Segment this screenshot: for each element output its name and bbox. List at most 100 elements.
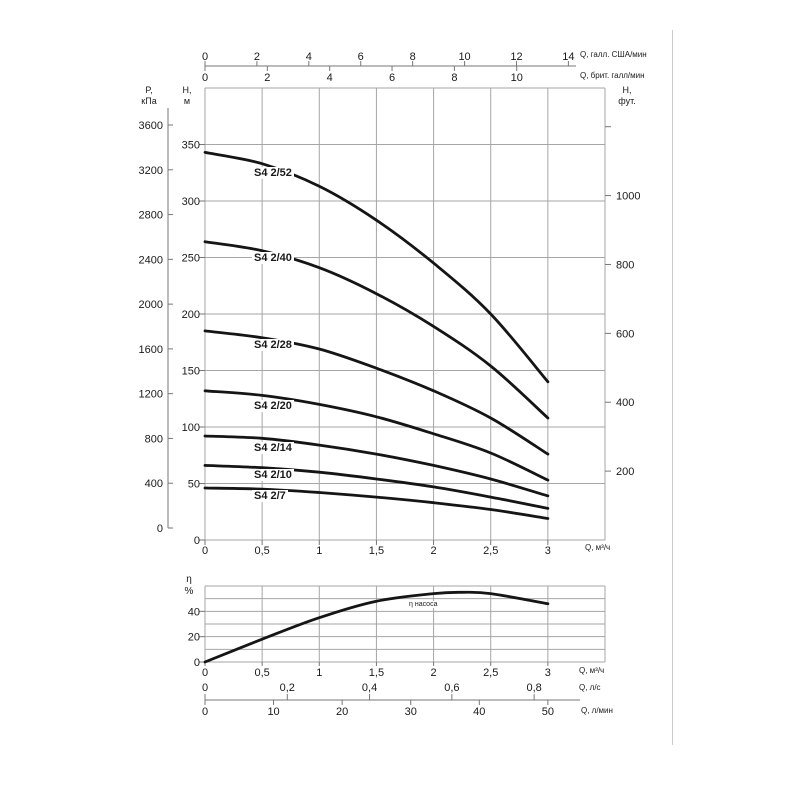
kpa-axis-header: P, кПа: [132, 85, 166, 107]
eta-axis-header-line1: η: [186, 574, 192, 585]
main-x-tick-label: 0: [202, 545, 208, 557]
kpa-tick-label: 2400: [139, 254, 163, 266]
meter-tick-label: 0: [194, 535, 200, 547]
ls-tick-label: 0,6: [444, 682, 459, 694]
us-gpm-tick-label: 6: [358, 51, 364, 63]
imp-gpm-tick-label: 2: [264, 72, 270, 84]
kpa-tick-label: 2800: [139, 210, 163, 222]
feet-axis-header-line2: фут.: [618, 95, 636, 106]
meter-tick-label: 200: [182, 309, 200, 321]
us-gpm-tick-label: 2: [254, 51, 260, 63]
imp-gpm-tick-label: 0: [202, 72, 208, 84]
meter-tick-label: 100: [182, 422, 200, 434]
kpa-tick-label: 800: [145, 433, 163, 445]
meter-axis-header: H, м: [174, 85, 200, 107]
meter-tick-label: 350: [182, 140, 200, 152]
curve-label-s4-2-20: S4 2/20: [252, 400, 294, 412]
ls-axis-unit: Q, л/с: [579, 683, 601, 692]
us-gpm-tick-label: 8: [410, 51, 416, 63]
eff-x-tick-label: 1: [316, 667, 322, 679]
eta-tick-label: 0: [194, 657, 200, 669]
meter-tick-label: 50: [188, 479, 200, 491]
lmin-axis-unit: Q, л/мин: [581, 706, 613, 715]
us-gpm-tick-label: 12: [510, 51, 522, 63]
lmin-tick-label: 40: [473, 706, 485, 718]
page-column-divider: [672, 30, 673, 745]
curve-label-s4-2-28: S4 2/28: [252, 339, 294, 351]
main-x-tick-label: 2,5: [483, 545, 498, 557]
curve-label-s4-2-10: S4 2/10: [252, 469, 294, 481]
imp-gpm-axis-unit: Q, брит. галл/мин: [580, 71, 645, 80]
us-gpm-tick-label: 0: [202, 51, 208, 63]
efficiency-curve: [203, 590, 550, 664]
meter-axis-header-line1: H,: [182, 85, 192, 95]
us-gpm-tick-label: 10: [458, 51, 470, 63]
ls-tick-label: 0,2: [280, 682, 295, 694]
feet-tick-label: 600: [616, 328, 634, 340]
lmin-tick-label: 20: [336, 706, 348, 718]
us-gpm-axis-unit: Q, галл. США/мин: [580, 50, 647, 59]
imp-gpm-tick-label: 4: [327, 72, 333, 84]
feet-tick-label: 1000: [616, 191, 640, 203]
curve-label-s4-2-14: S4 2/14: [252, 442, 294, 454]
feet-axis-header-line1: H,: [622, 85, 632, 95]
head-curve-S4-2-7: [203, 486, 550, 520]
kpa-tick-label: 3200: [139, 165, 163, 177]
eff-x-tick-label: 3: [545, 667, 551, 679]
head-curve-S4-2-10: [203, 464, 550, 510]
eff-x-tick-label: 2: [431, 667, 437, 679]
main-x-tick-label: 0,5: [254, 545, 269, 557]
eta-axis-header-line2: %: [184, 585, 194, 597]
imp-gpm-tick-label: 6: [389, 72, 395, 84]
head-curve-S4-2-40: [203, 240, 550, 420]
kpa-tick-label: 1200: [139, 389, 163, 401]
eff-x-tick-label: 1,5: [369, 667, 384, 679]
head-curve-S4-2-14: [203, 434, 550, 498]
lmin-tick-label: 0: [202, 706, 208, 718]
imp-gpm-tick-label: 10: [511, 72, 523, 84]
kpa-tick-label: 0: [157, 523, 163, 535]
meter-tick-label: 250: [182, 253, 200, 265]
head-curve-S4-2-20: [203, 389, 550, 482]
feet-axis-header: H, фут.: [610, 85, 644, 107]
eff-x-tick-label: 0: [202, 667, 208, 679]
eta-tick-label: 40: [188, 606, 200, 618]
main-x-tick-label: 2: [431, 545, 437, 557]
feet-tick-label: 400: [616, 397, 634, 409]
lmin-tick-label: 30: [405, 706, 417, 718]
kpa-tick-label: 1600: [139, 344, 163, 356]
main-x-tick-label: 1: [316, 545, 322, 557]
kpa-axis-header-line1: P,: [145, 85, 153, 95]
m3h-main-axis-unit: Q, м³/ч: [585, 543, 611, 552]
feet-tick-label: 200: [616, 466, 634, 478]
eta-curve-annotation: η насоса: [406, 601, 441, 608]
ls-tick-label: 0: [202, 682, 208, 694]
curve-label-s4-2-7: S4 2/7: [252, 490, 288, 502]
kpa-axis-header-line2: кПа: [141, 95, 157, 106]
kpa-tick-label: 400: [145, 478, 163, 490]
us-gpm-tick-label: 14: [562, 51, 574, 63]
lmin-tick-label: 10: [267, 706, 279, 718]
feet-tick-label: 800: [616, 259, 634, 271]
eff-x-tick-label: 2,5: [483, 667, 498, 679]
head-curve-S4-2-52: [203, 151, 550, 384]
main-x-tick-label: 3: [545, 545, 551, 557]
curve-label-s4-2-52: S4 2/52: [252, 167, 294, 179]
main-x-tick-label: 1,5: [369, 545, 384, 557]
curve-label-s4-2-40: S4 2/40: [252, 252, 294, 264]
kpa-tick-label: 3600: [139, 120, 163, 132]
us-gpm-tick-label: 4: [306, 51, 312, 63]
meter-tick-label: 300: [182, 196, 200, 208]
lmin-tick-label: 50: [542, 706, 554, 718]
eta-tick-label: 20: [188, 632, 200, 644]
imp-gpm-tick-label: 8: [451, 72, 457, 84]
ls-tick-label: 0,8: [526, 682, 541, 694]
m3h-eff-axis-unit: Q, м³/ч: [579, 666, 605, 675]
meter-tick-label: 150: [182, 366, 200, 378]
eff-x-tick-label: 0,5: [254, 667, 269, 679]
kpa-tick-label: 2000: [139, 299, 163, 311]
head-curve-S4-2-28: [203, 329, 550, 456]
ls-tick-label: 0,4: [362, 682, 377, 694]
